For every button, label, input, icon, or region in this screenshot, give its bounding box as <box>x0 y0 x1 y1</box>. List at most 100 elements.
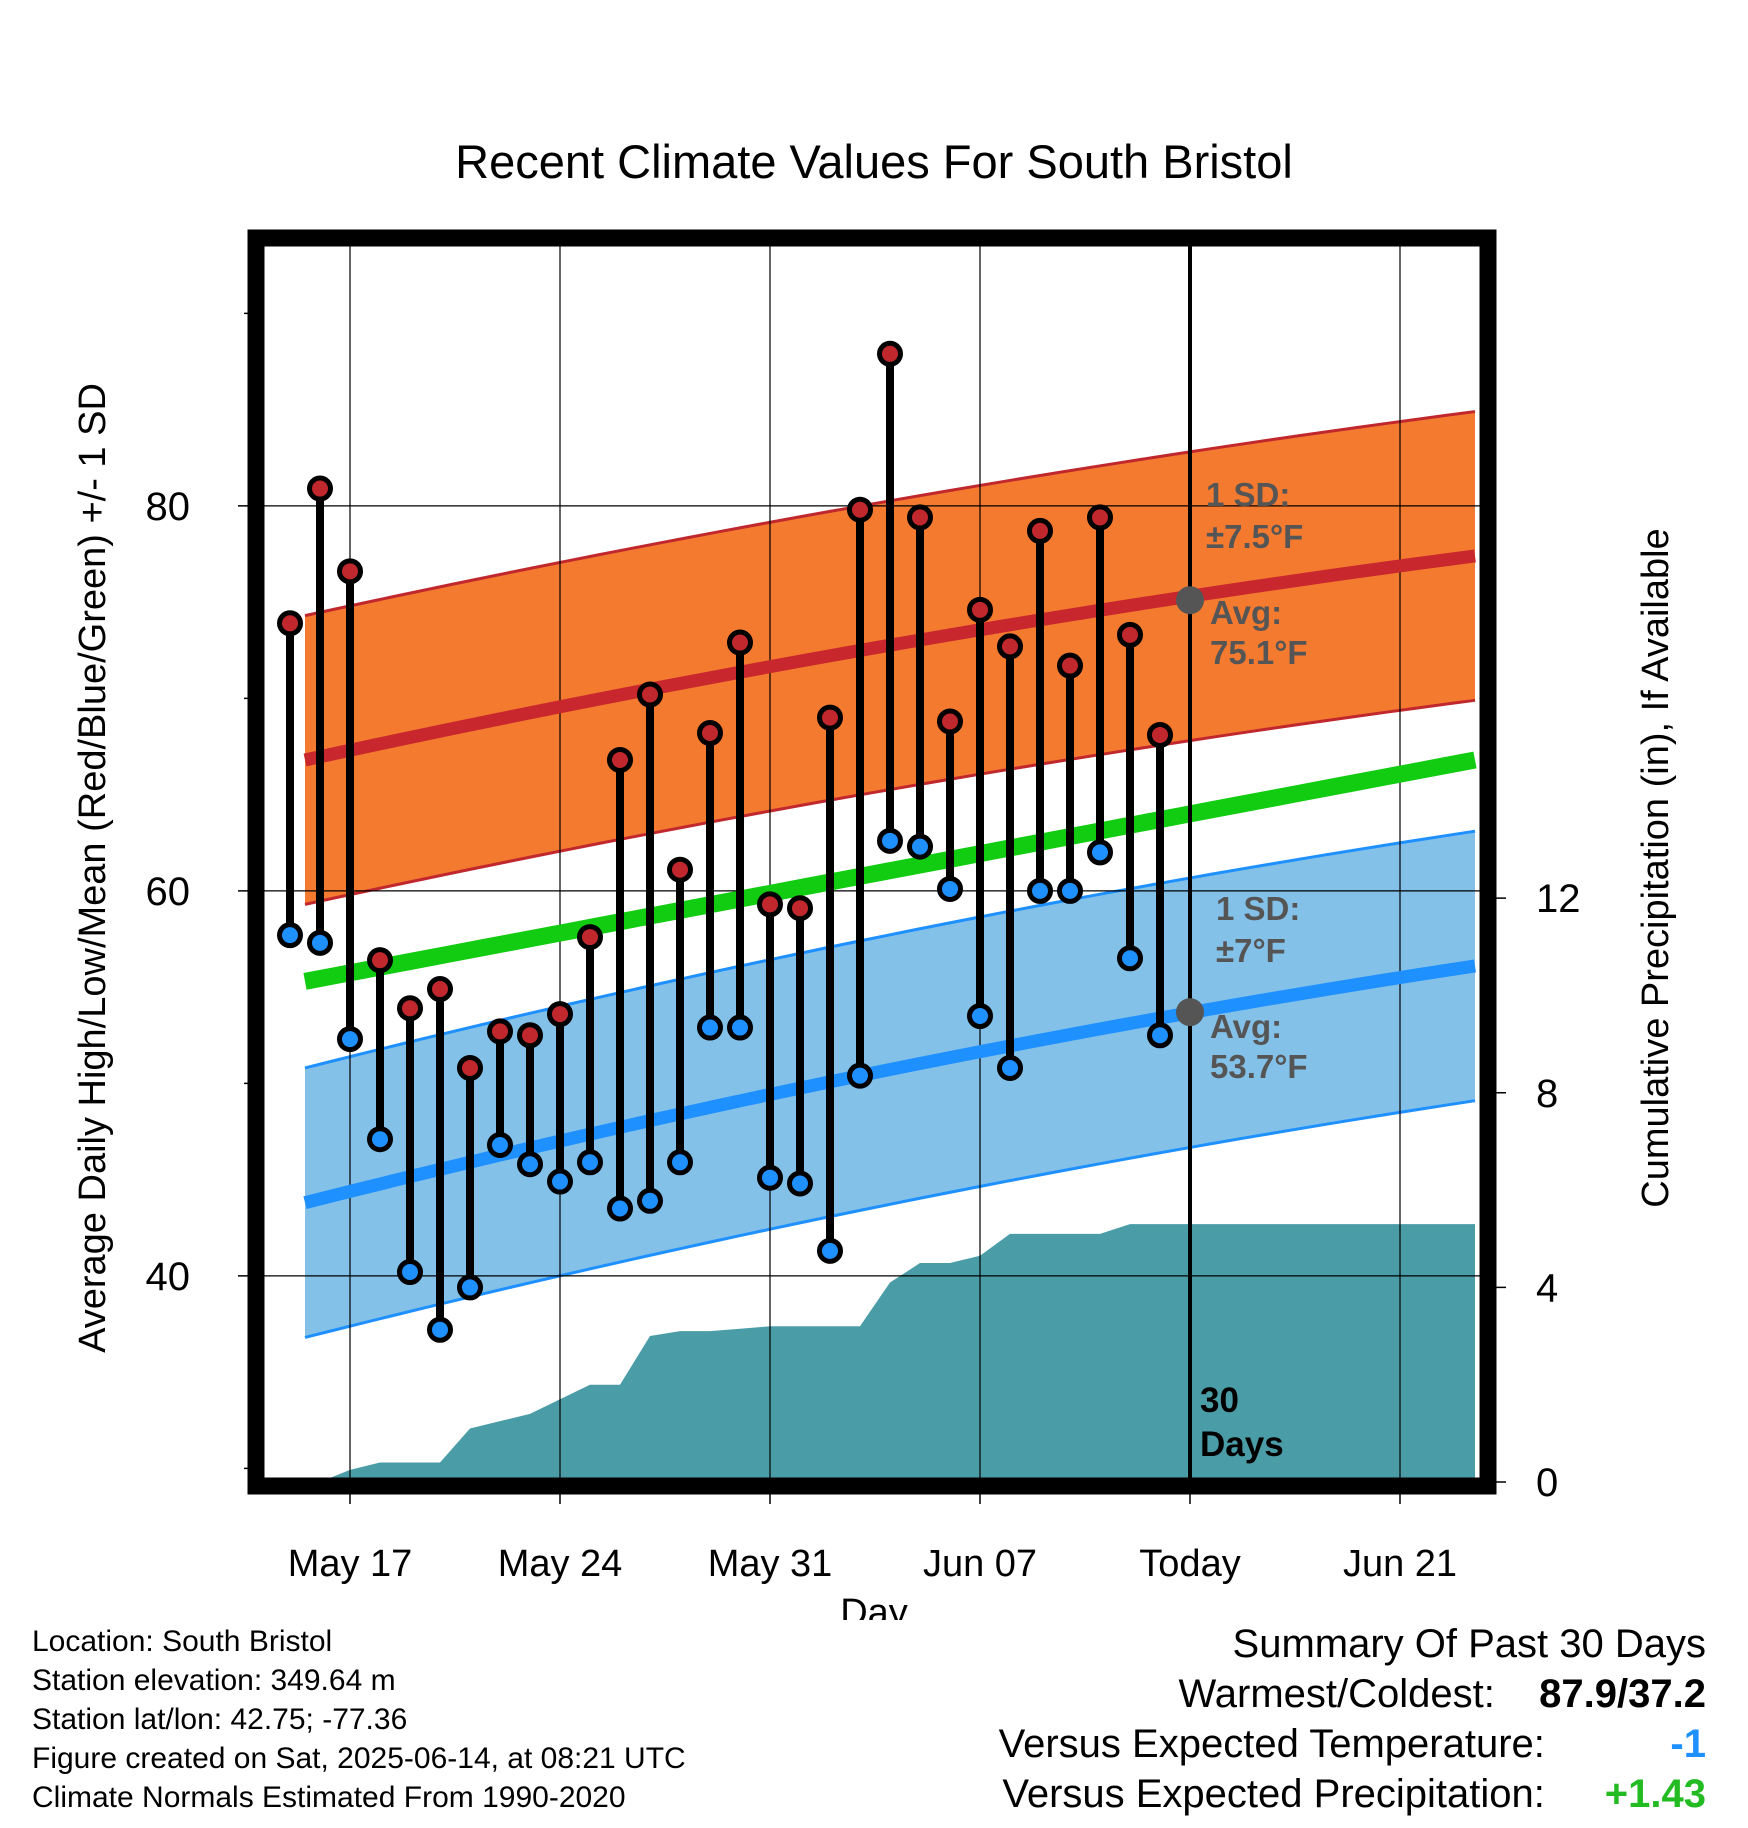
days-window-label: Days <box>1200 1425 1284 1464</box>
low-point <box>367 1126 393 1153</box>
high-point <box>427 976 453 1003</box>
low-avg-label: Avg: <box>1210 1008 1282 1045</box>
summary-precip: Versus Expected Precipitation: +1.43 <box>999 1772 1706 1822</box>
high-point <box>457 1054 483 1081</box>
precipitation-area <box>305 1224 1475 1482</box>
low-point <box>637 1187 663 1214</box>
x-tick-label: May 24 <box>498 1543 623 1585</box>
low-band-lower-edge <box>304 1099 1476 1339</box>
high-point <box>877 340 903 367</box>
low-point <box>697 1014 723 1041</box>
low-point <box>607 1195 633 1222</box>
mean-normal-line <box>303 751 1477 990</box>
low-point <box>337 1026 363 1053</box>
climate-chart: Recent Climate Values For South Bristol … <box>72 135 1677 1620</box>
low-sd-label: 1 SD: <box>1216 890 1300 927</box>
low-point <box>757 1164 783 1191</box>
high-avg-value: 75.1°F <box>1210 634 1308 671</box>
warmest-coldest-value: 87.9/37.2 <box>1539 1672 1706 1716</box>
x-axis-label: Day <box>840 1592 908 1620</box>
high-point <box>1027 517 1053 544</box>
y-right-tick-label: 4 <box>1536 1266 1558 1310</box>
y-axis-left-label: Average Daily High/Low/Mean (Red/Blue/Gr… <box>72 383 114 1353</box>
high-point <box>697 720 723 747</box>
high-point <box>997 633 1023 660</box>
today-low-normal-marker <box>1176 998 1204 1027</box>
low-point <box>847 1062 873 1089</box>
low-point <box>937 875 963 902</box>
low-point <box>1027 877 1053 904</box>
temp-vs-expected-label: Versus Expected Temperature: <box>998 1722 1545 1766</box>
high-point <box>487 1018 513 1045</box>
low-point <box>487 1131 513 1158</box>
y-right-tick-label: 0 <box>1536 1461 1558 1505</box>
low-point <box>517 1151 543 1178</box>
low-avg-value: 53.7°F <box>1210 1048 1308 1085</box>
high-point <box>1117 621 1143 648</box>
low-point <box>1117 945 1143 972</box>
low-point <box>307 929 333 956</box>
y-left-tick-label: 40 <box>146 1255 191 1299</box>
low-point <box>577 1149 603 1176</box>
low-point <box>967 1003 993 1029</box>
high-point <box>337 558 363 585</box>
summary-warmest-coldest: Warmest/Coldest: 87.9/37.2 <box>999 1672 1707 1722</box>
low-point <box>1147 1022 1173 1049</box>
low-point <box>787 1170 813 1197</box>
low-point <box>907 833 933 860</box>
low-point <box>877 827 903 854</box>
high-sd-value: ±7.5°F <box>1206 518 1303 555</box>
x-tick-label: Jun 21 <box>1343 1543 1457 1585</box>
low-point <box>547 1168 573 1195</box>
high-point <box>577 924 603 951</box>
x-tick-label: May 31 <box>708 1543 833 1585</box>
high-point <box>1057 652 1083 679</box>
y-right-tick-label: 8 <box>1536 1072 1558 1116</box>
high-point <box>907 504 933 531</box>
high-point <box>937 708 963 735</box>
latlon-text: Station lat/lon: 42.75; -77.36 <box>32 1703 408 1736</box>
low-point <box>727 1014 753 1041</box>
high-point <box>757 891 783 918</box>
high-point <box>397 995 423 1022</box>
summary-panel: Summary Of Past 30 Days Warmest/Coldest:… <box>999 1622 1706 1822</box>
high-point <box>307 475 333 502</box>
temp-vs-expected-value: -1 <box>1670 1722 1706 1766</box>
days-window-number: 30 <box>1200 1381 1239 1420</box>
low-sd-band <box>305 831 1475 1338</box>
y-left-tick-label: 80 <box>146 485 191 529</box>
elevation-text: Station elevation: 349.64 m <box>32 1664 396 1697</box>
low-point <box>1057 877 1083 904</box>
precip-vs-expected-label: Versus Expected Precipitation: <box>1002 1772 1545 1816</box>
high-avg-label: Avg: <box>1210 594 1282 631</box>
low-point <box>817 1237 843 1264</box>
x-tick-label: Today <box>1139 1543 1240 1585</box>
created-text: Figure created on Sat, 2025-06-14, at 08… <box>32 1742 686 1775</box>
high-point <box>367 947 393 974</box>
high-point <box>547 1001 573 1028</box>
high-point <box>517 1022 543 1049</box>
high-point <box>1087 504 1113 531</box>
y-axis-right-label: Cumulative Precipitation (in), If Availa… <box>1635 528 1677 1207</box>
normals-period-text: Climate Normals Estimated From 1990-2020 <box>32 1781 626 1814</box>
chart-title: Recent Climate Values For South Bristol <box>455 135 1293 188</box>
warmest-coldest-label: Warmest/Coldest: <box>1178 1672 1495 1716</box>
station-info: Location: South Bristol Station elevatio… <box>32 1622 686 1817</box>
x-tick-label: Jun 07 <box>923 1543 1037 1585</box>
low-point <box>667 1149 693 1176</box>
low-sd-value: ±7°F <box>1216 932 1286 969</box>
high-point <box>787 895 813 922</box>
y-right-tick-label: 12 <box>1536 877 1581 921</box>
high-point <box>277 610 303 637</box>
precip-vs-expected-value: +1.43 <box>1604 1772 1706 1816</box>
high-point <box>847 496 873 523</box>
low-point <box>427 1316 453 1343</box>
summary-temp: Versus Expected Temperature: -1 <box>999 1722 1706 1772</box>
x-tick-label: May 17 <box>288 1543 413 1585</box>
low-point <box>397 1259 423 1286</box>
high-point <box>637 681 663 708</box>
low-point <box>997 1054 1023 1081</box>
low-point <box>1087 839 1113 866</box>
low-point <box>457 1274 483 1301</box>
